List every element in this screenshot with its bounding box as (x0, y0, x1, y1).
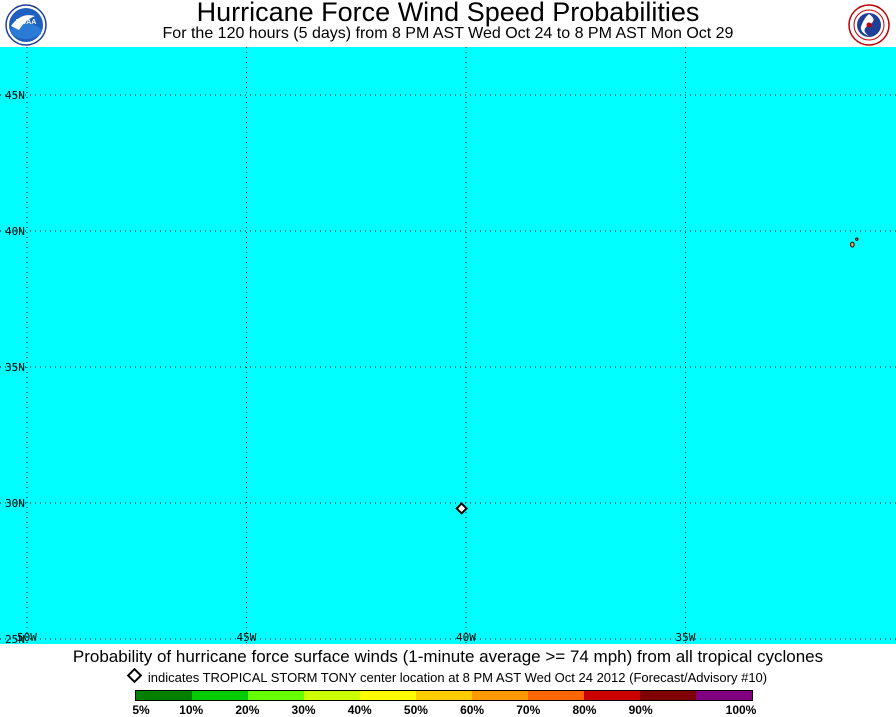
colorbar-segment (528, 691, 584, 700)
lat-label: 30N (5, 497, 25, 510)
colorbar-segment (416, 691, 472, 700)
lon-label: 35W (676, 631, 696, 644)
colorbar-segment (584, 691, 640, 700)
colorbar-segment (248, 691, 304, 700)
nws-logo (848, 4, 890, 46)
island (855, 237, 859, 241)
map-caption: Probability of hurricane force surface w… (72, 647, 824, 666)
lat-label: 40N (5, 225, 25, 238)
colorbar-segment (696, 691, 752, 700)
probability-map: 45N40N35N30N25N50W45W40W35W30W25W20W15W (0, 47, 896, 644)
island (850, 241, 855, 248)
map-title: Hurricane Force Wind Speed Probabilities (196, 0, 700, 27)
colorbar-segment (640, 691, 696, 700)
colorbar-label: 5% (132, 703, 150, 717)
storm-center-marker (455, 502, 468, 515)
storm-center-diamond (455, 502, 468, 515)
noaa-logo-text: NOAA (16, 19, 37, 26)
diamond-icon (126, 667, 143, 684)
colorbar-segment (192, 691, 248, 700)
ocean-area (0, 47, 896, 644)
colorbar-label: 70% (516, 703, 541, 717)
noaa-logo: NOAA (5, 4, 47, 46)
colorbar-segment (360, 691, 416, 700)
colorbar-segment (304, 691, 360, 700)
lon-label: 40W (456, 631, 476, 644)
legend-note-text: indicates TROPICAL STORM TONY center loc… (147, 670, 768, 685)
colorbar-label: 10% (179, 703, 204, 717)
colorbar-label: 40% (347, 703, 372, 717)
colorbar-label: 30% (291, 703, 316, 717)
colorbar-label: 60% (460, 703, 485, 717)
colorbar-label: 20% (235, 703, 260, 717)
colorbar-label: 80% (572, 703, 597, 717)
colorbar-segment (472, 691, 528, 700)
graticule-labels: 45N40N35N30N25N50W45W40W35W30W25W20W15W (5, 89, 896, 644)
lon-label: 50W (17, 631, 37, 644)
colorbar-segment (136, 691, 192, 700)
map-subtitle: For the 120 hours (5 days) from 8 PM AST… (162, 25, 734, 42)
colorbar-label: 90% (628, 703, 653, 717)
lat-label: 35N (5, 361, 25, 374)
legend-note: indicates TROPICAL STORM TONY center loc… (0, 667, 896, 686)
land-layer (850, 237, 859, 248)
lon-label: 45W (237, 631, 257, 644)
colorbar-label: 100% (725, 703, 757, 717)
colorbar-label: 50% (403, 703, 428, 717)
lat-label: 25N (5, 633, 25, 644)
lat-label: 45N (5, 89, 25, 102)
probability-colorbar (135, 690, 753, 701)
